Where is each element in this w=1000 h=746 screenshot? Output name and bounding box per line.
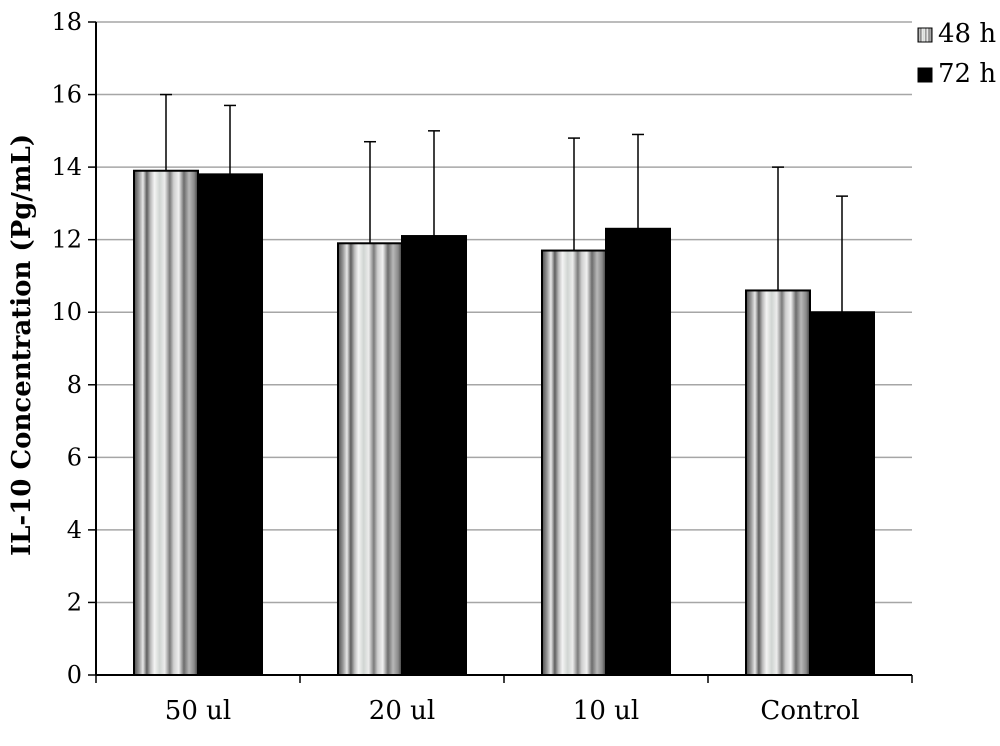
bar-72h-control (809, 311, 875, 676)
y-tick-label: 14 (51, 153, 82, 181)
x-category-label: Control (760, 696, 859, 726)
legend-swatch (917, 27, 933, 43)
bar-72h-50-ul (197, 173, 263, 676)
bars (133, 93, 875, 677)
bar-48h-10-ul (541, 249, 607, 677)
legend-label: 48 h (938, 19, 996, 49)
bar-48h-50-ul (133, 169, 199, 676)
bar-48h-control (745, 289, 811, 676)
y-tick-label: 0 (67, 661, 82, 689)
bar-72h-20-ul (401, 235, 467, 677)
y-axis-ticks: 0 2 4 6 8 10 12 14 16 18 (51, 8, 96, 689)
x-category-label: 20 ul (369, 696, 435, 726)
x-category-label: 10 ul (573, 696, 639, 726)
y-tick-label: 18 (51, 8, 82, 36)
y-tick-label: 8 (67, 371, 82, 399)
legend-swatch (917, 67, 933, 83)
legend: 48 h 72 h (917, 19, 996, 89)
y-tick-label: 2 (67, 588, 82, 616)
y-tick-label: 10 (51, 298, 82, 326)
y-tick-label: 4 (67, 516, 82, 544)
bar-48h-20-ul (337, 242, 403, 677)
x-axis-labels: 50 ul 20 ul 10 ul Control (165, 696, 860, 726)
y-tick-label: 12 (51, 226, 82, 254)
y-axis-title: IL-10 Concentration (Pg/mL) (7, 134, 37, 556)
bar-72h-10-ul (605, 227, 671, 677)
axes (95, 22, 913, 683)
legend-label: 72 h (938, 59, 996, 89)
y-tick-label: 16 (51, 81, 82, 109)
y-tick-label: 6 (67, 443, 82, 471)
x-category-label: 50 ul (165, 696, 231, 726)
